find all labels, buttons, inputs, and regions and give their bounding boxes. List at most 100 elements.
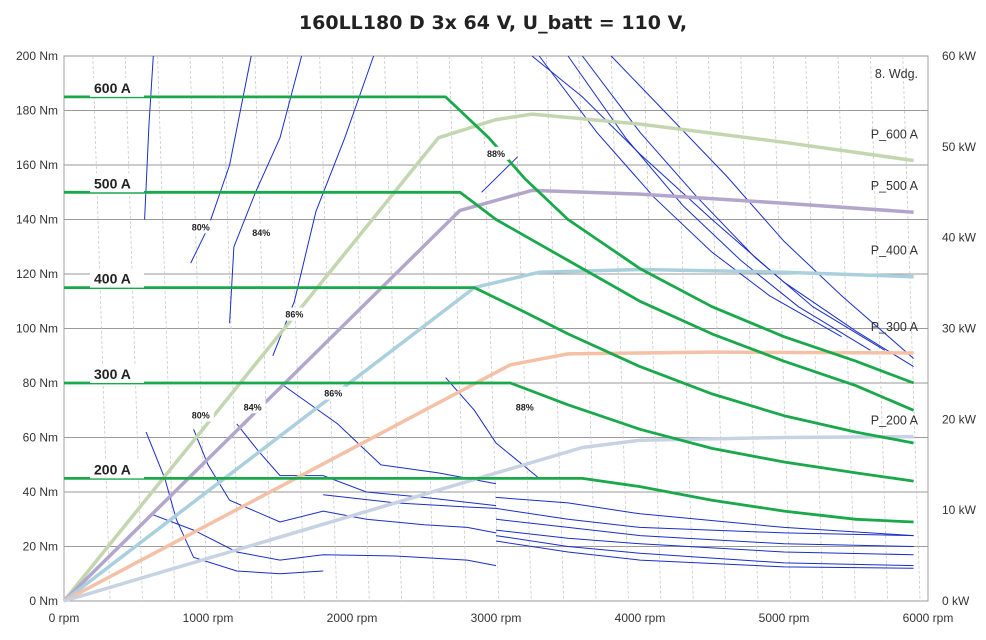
efficiency-contour — [495, 518, 914, 547]
y-right-tick-label: 30 kW — [942, 322, 977, 336]
y-right-tick-label: 50 kW — [942, 140, 977, 154]
efficiency-label: 86% — [324, 389, 342, 399]
efficiency-label: 88% — [516, 402, 534, 412]
x-tick-label: 3000 rpm — [471, 611, 522, 625]
y-right-tick-label: 40 kW — [942, 231, 977, 245]
efficiency-label-bg — [483, 146, 509, 160]
y-right-tick-label: 0 kW — [942, 594, 970, 608]
efficiency-label-bg — [239, 400, 266, 414]
winding-annotation: 8. Wdg. — [875, 67, 918, 81]
y-left-tick-label: 0 Nm — [29, 594, 58, 608]
power-line-p_500-a — [62, 188, 914, 603]
torque-line-400-a — [64, 286, 914, 445]
y-left-tick-label: 60 Nm — [23, 431, 58, 445]
gridline-vertical — [157, 55, 176, 602]
efficiency-contour — [190, 55, 252, 264]
gridline-vertical — [222, 55, 241, 602]
power-line-p_600-a — [62, 112, 914, 603]
efficiency-contour — [495, 529, 914, 556]
power-line-p_300-a — [63, 350, 914, 603]
y-left-tick-label: 40 Nm — [23, 485, 58, 499]
torque-series-label: 300 A — [94, 366, 131, 382]
x-tick-label: 2000 rpm — [327, 611, 378, 625]
torque-line-300-a — [64, 381, 914, 483]
y-left-tick-label: 200 Nm — [16, 49, 58, 63]
gridline-vertical — [254, 55, 273, 602]
efficiency-contour — [193, 429, 497, 534]
gridline-vertical — [708, 55, 727, 602]
gridline-vertical — [643, 55, 662, 602]
power-series-label: P_500 A — [871, 179, 919, 193]
gridline-vertical — [740, 55, 759, 602]
y-left-tick-label: 20 Nm — [23, 540, 58, 554]
gridline-vertical — [513, 55, 532, 602]
torque-line-500-a — [64, 190, 915, 412]
efficiency-contour — [323, 494, 914, 537]
torque-series-label: 400 A — [94, 271, 131, 287]
torque-label-bg — [90, 268, 144, 288]
gridline-vertical — [286, 55, 305, 602]
torque-label-bg — [90, 173, 144, 193]
x-tick-label: 0 rpm — [49, 611, 80, 625]
gridline-vertical — [578, 55, 597, 602]
efficiency-label: 88% — [487, 149, 505, 159]
torque-label-bg — [90, 364, 144, 383]
efficiency-contour — [495, 496, 914, 537]
power-line-p_400-a — [62, 267, 914, 603]
torque-series-label: 500 A — [94, 175, 131, 191]
y-right-tick-label: 20 kW — [942, 412, 977, 426]
y-left-tick-label: 140 Nm — [16, 213, 58, 227]
torque-line-200-a — [64, 477, 914, 524]
efficiency-label-bg — [248, 225, 275, 239]
gridline-vertical — [772, 55, 791, 602]
torque-label-bg — [90, 77, 144, 97]
gridline-vertical — [902, 55, 921, 602]
y-left-tick-label: 180 Nm — [16, 104, 58, 118]
power-series-label: P_200 A — [871, 414, 919, 428]
gridline-vertical — [837, 55, 856, 602]
y-left-tick-label: 120 Nm — [16, 267, 58, 281]
power-series-label: P_600 A — [871, 127, 919, 141]
gridline-vertical — [92, 55, 111, 602]
gridline-vertical — [319, 55, 338, 602]
efficiency-contour — [567, 55, 871, 351]
x-tick-label: 1000 rpm — [183, 611, 234, 625]
efficiency-contour — [495, 540, 914, 569]
efficiency-label-bg — [320, 386, 347, 400]
efficiency-label-bg — [187, 220, 214, 234]
power-series-label: P_400 A — [871, 244, 919, 258]
x-tick-label: 6000 rpm — [903, 611, 954, 625]
torque-series-label: 600 A — [94, 80, 131, 96]
y-left-tick-label: 80 Nm — [23, 376, 58, 390]
y-right-tick-label: 10 kW — [942, 503, 977, 517]
gridline-vertical — [416, 55, 435, 602]
chart-title: 160LL180 D 3x 64 V, U_batt = 110 V, — [298, 12, 688, 34]
power-line-p_200-a — [63, 434, 914, 603]
efficiency-label-bg — [511, 400, 538, 414]
gridline-vertical — [610, 55, 629, 602]
gridline-vertical — [675, 55, 694, 602]
efficiency-contour — [279, 382, 497, 485]
efficiency-contour — [495, 535, 914, 567]
torque-series-label: 200 A — [94, 461, 131, 477]
efficiency-contour — [445, 377, 540, 479]
efficiency-contour — [531, 55, 914, 368]
x-tick-label: 5000 rpm — [759, 611, 810, 625]
efficiency-contour — [582, 55, 886, 351]
torque-line-600-a — [64, 95, 915, 385]
efficiency-label: 84% — [244, 402, 262, 412]
y-left-tick-label: 100 Nm — [16, 322, 58, 336]
efficiency-label: 80% — [192, 222, 210, 232]
gridline-vertical — [351, 55, 370, 602]
gridline-vertical — [189, 55, 208, 602]
y-right-tick-label: 60 kW — [942, 49, 977, 63]
power-series-label: P_300 A — [871, 320, 919, 334]
gridline-vertical — [384, 55, 403, 602]
efficiency-label-bg — [187, 408, 214, 422]
efficiency-label-bg — [281, 307, 308, 321]
efficiency-contour — [610, 55, 914, 359]
y-left-tick-label: 160 Nm — [16, 158, 58, 172]
x-tick-label: 4000 rpm — [615, 611, 666, 625]
